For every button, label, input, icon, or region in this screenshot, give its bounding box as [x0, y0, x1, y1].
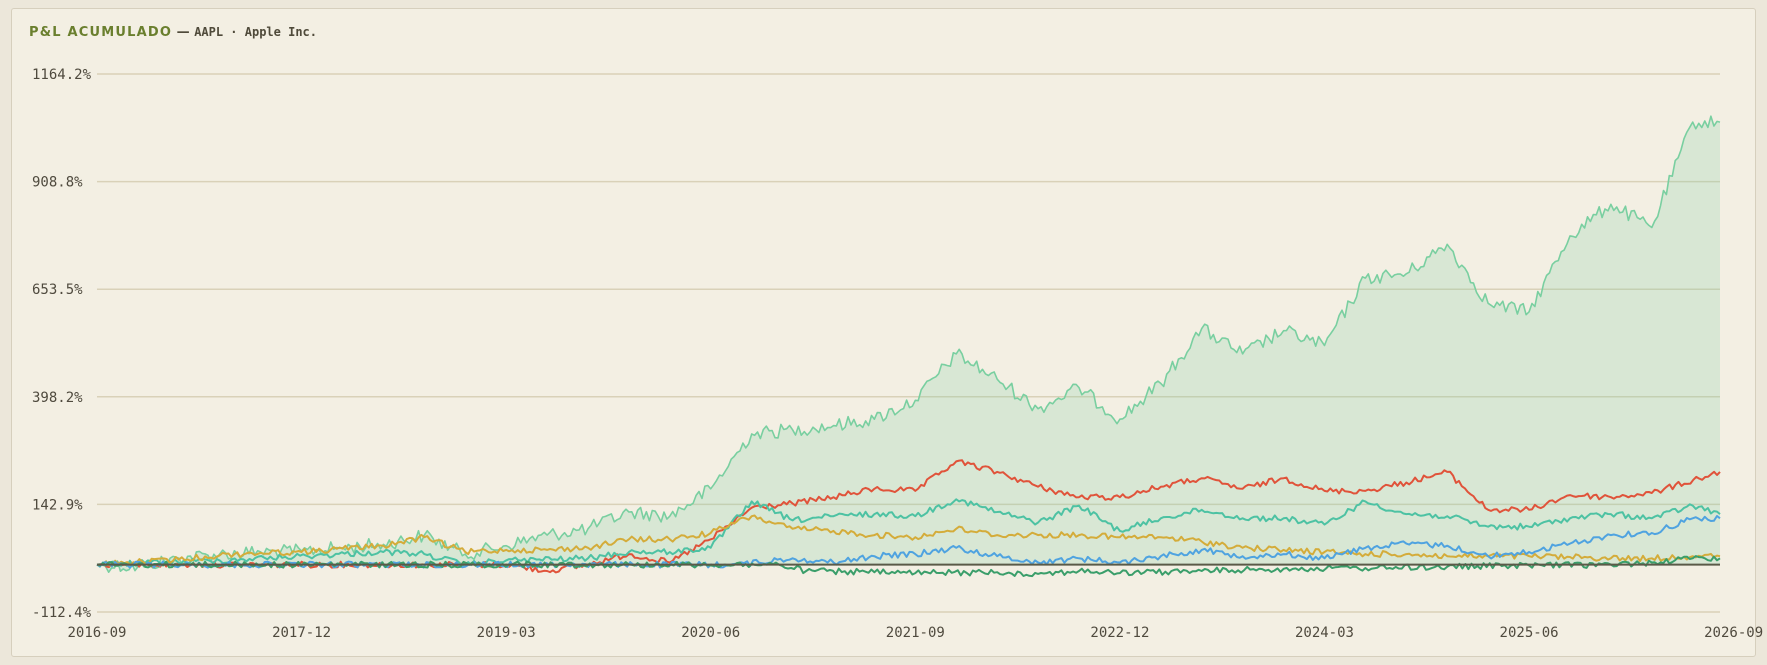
series-line-2 — [96, 498, 1721, 567]
series-line-0 — [96, 115, 1721, 573]
y-tick-label: 1164.2% — [32, 67, 92, 83]
x-tick-label: 2017-12 — [272, 625, 331, 641]
grid-lines — [97, 73, 1720, 613]
y-tick-label: -112.4% — [32, 605, 92, 621]
x-tick-label: 2024-03 — [1295, 625, 1354, 641]
x-tick-label: 2021-09 — [886, 625, 945, 641]
series-area-0 — [97, 116, 1720, 573]
chart-title: P&L ACUMULADO — AAPL · Apple Inc. — [29, 25, 317, 40]
y-tick-label: 142.9% — [32, 497, 83, 513]
chart-title-label: P&L ACUMULADO — [29, 25, 173, 40]
series-group — [96, 115, 1721, 578]
x-tick-label: 2026-09 — [1704, 625, 1763, 641]
chart-title-separator: — — [176, 25, 190, 40]
x-tick-label: 2022-12 — [1090, 625, 1149, 641]
series-line-3 — [96, 514, 1721, 568]
x-tick-label: 2025-06 — [1500, 625, 1559, 641]
x-tick-labels: 2016-09 2017-12 2019-03 2020-06 2021-09 2022-… — [67, 625, 1763, 641]
chart-panel: P&L ACUMULADO — AAPL · Apple Inc. — [11, 8, 1756, 657]
x-tick-label: 2016-09 — [67, 625, 126, 641]
series-line-4 — [96, 515, 1721, 569]
x-tick-label: 2019-03 — [477, 625, 536, 641]
x-tick-label: 2020-06 — [681, 625, 740, 641]
y-tick-labels: 1164.2% 908.8% 653.5% 398.2% 142.9% -112.4% — [32, 67, 92, 621]
y-tick-label: 908.8% — [32, 175, 83, 191]
y-tick-label: 653.5% — [32, 282, 83, 298]
chart-title-ticker: AAPL · Apple Inc. — [194, 25, 318, 39]
y-tick-label: 398.2% — [32, 390, 83, 406]
